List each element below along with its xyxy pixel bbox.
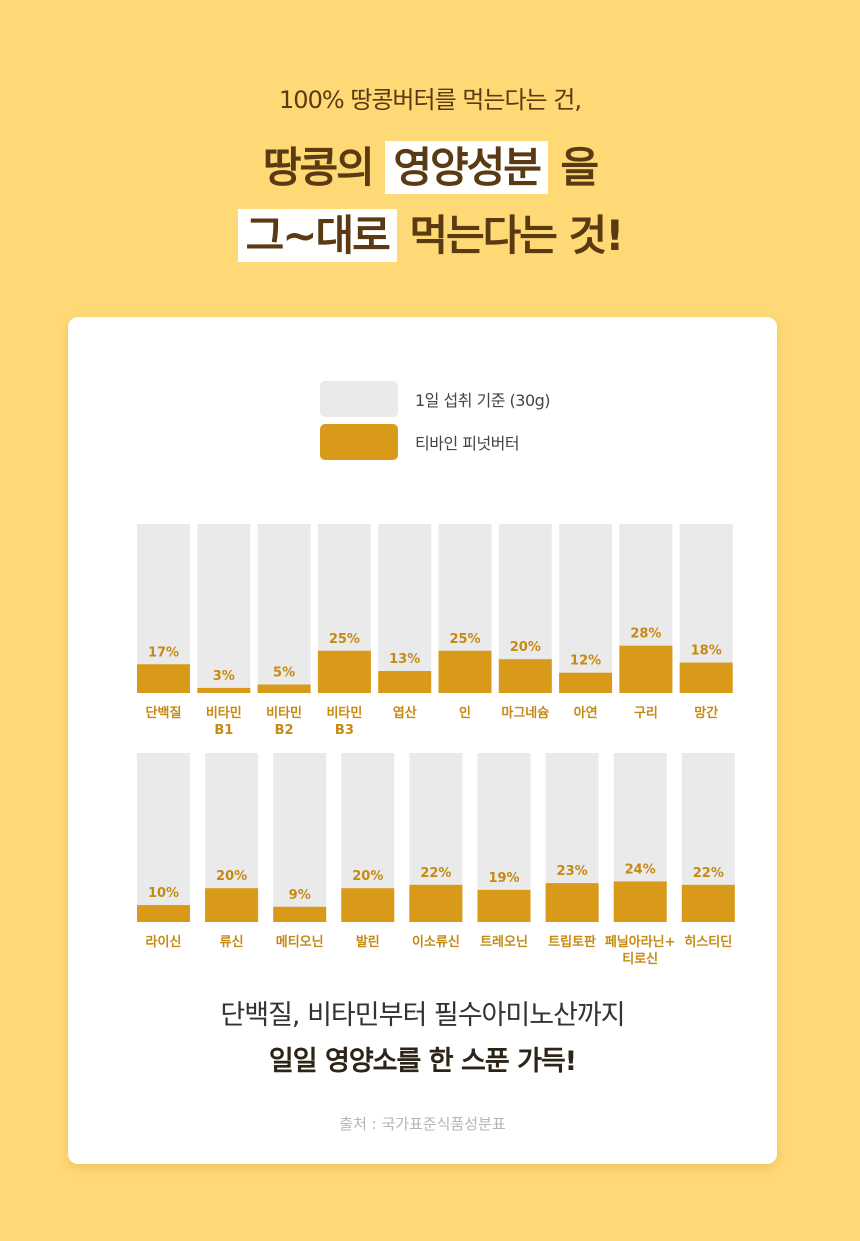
category-label: B2 <box>275 723 294 738</box>
data-label: 20% <box>352 869 383 884</box>
product-value-bar <box>273 906 327 922</box>
product-value-bar <box>378 671 432 693</box>
category-label: 인 <box>459 705 471 721</box>
category-label: 트립토판 <box>548 934 596 950</box>
data-label: 20% <box>510 640 541 655</box>
data-label: 12% <box>570 654 601 669</box>
data-label: 5% <box>273 666 295 681</box>
data-label: 22% <box>693 866 724 881</box>
product-value-bar <box>545 883 599 922</box>
headline-line-1-pre: 땅콩의 <box>262 143 375 192</box>
data-label: 23% <box>557 864 588 879</box>
data-label: 17% <box>148 645 179 660</box>
headline-line-2: 그~대로 먹는다는 것! <box>0 202 860 263</box>
category-label: 비타민 <box>206 705 242 721</box>
category-label: 단백질 <box>146 705 182 721</box>
data-label: 9% <box>289 888 311 903</box>
daily-value-bar <box>559 524 613 693</box>
category-label: 마그네슘 <box>501 705 549 721</box>
data-label: 19% <box>488 871 519 886</box>
category-label: 히스티딘 <box>684 934 732 950</box>
product-value-bar <box>498 659 552 693</box>
headline-highlight-as-is: 그~대로 <box>237 209 397 262</box>
legend-item-daily: 1일 섭취 기준 (30g) <box>320 381 551 417</box>
caption-line-2: 일일 영양소를 한 스푼 가득! <box>268 1046 577 1077</box>
data-label: 25% <box>449 632 480 647</box>
data-label: 10% <box>148 886 179 901</box>
category-label: 망간 <box>694 705 718 721</box>
intro-text: 100% 땅콩버터를 먹는다는 건, <box>279 86 582 114</box>
product-value-bar <box>438 650 492 693</box>
source-note: 출처 : 국가표준식품성분표 <box>339 1115 506 1133</box>
product-value-bar <box>205 888 259 922</box>
category-label: 트레오닌 <box>480 935 528 950</box>
data-label: 22% <box>420 866 451 881</box>
product-value-bar <box>613 881 667 922</box>
product-value-bar <box>257 684 311 693</box>
nutrient-bar-chart: 17% 단백질 3% 비타민 B1 5% 비타민 B2 25% 비타민 B3 13% 엽산 25% 인 20%… <box>137 524 735 967</box>
product-value-bar <box>197 687 251 693</box>
category-label: 비타민 <box>266 705 302 721</box>
caption-line-1: 단백질, 비타민부터 필수아미노산까지 <box>220 1000 625 1031</box>
legend-item-product: 티바인 피넛버터 <box>320 424 520 460</box>
category-label: 라이신 <box>146 934 182 950</box>
data-label: 24% <box>625 862 656 877</box>
category-label: 엽산 <box>393 705 417 721</box>
product-value-bar <box>137 905 190 922</box>
product-value-bar <box>137 664 190 693</box>
product-value-bar <box>559 672 613 693</box>
nutrition-card: 1일 섭취 기준 (30g) 티바인 피넛버터 17% 단백질 3% 비타민 B1 5% 비… <box>68 317 777 1164</box>
product-value-bar <box>409 884 463 922</box>
data-label: 25% <box>329 632 360 647</box>
legend-label-product: 티바인 피넛버터 <box>415 434 520 453</box>
data-label: 20% <box>216 869 247 884</box>
legend-swatch-daily <box>320 381 398 417</box>
product-value-bar <box>341 888 395 922</box>
product-value-bar <box>477 889 531 922</box>
category-label: 페닐아라닌+ <box>605 934 676 950</box>
legend-label-daily: 1일 섭취 기준 (30g) <box>415 391 551 410</box>
headline-line-1: 땅콩의 영양성분 을 <box>0 134 860 195</box>
daily-value-bar <box>273 753 327 922</box>
headline-highlight-nutrients: 영양성분 <box>385 141 548 194</box>
category-label: 메티오닌 <box>276 934 324 950</box>
category-label: 발린 <box>356 934 380 950</box>
daily-value-bar <box>137 753 190 922</box>
data-label: 18% <box>691 644 722 659</box>
product-value-bar <box>619 645 673 693</box>
data-label: 13% <box>389 652 420 667</box>
product-value-bar <box>681 884 735 922</box>
category-label: 티로신 <box>622 951 658 967</box>
legend-swatch-product <box>320 424 398 460</box>
data-label: 28% <box>630 627 661 642</box>
product-value-bar <box>317 650 371 693</box>
headline-line-2-post: 먹는다는 것! <box>409 211 624 260</box>
category-label: B3 <box>335 723 354 738</box>
data-label: 3% <box>213 669 235 684</box>
product-value-bar <box>679 662 733 693</box>
category-label: 류신 <box>220 935 244 950</box>
category-label: 이소류신 <box>412 934 460 950</box>
daily-value-bar <box>378 524 432 693</box>
daily-value-bar <box>197 524 251 693</box>
daily-value-bar <box>257 524 311 693</box>
category-label: 아연 <box>574 705 598 721</box>
category-label: B1 <box>214 723 233 738</box>
headline-line-1-post: 을 <box>560 143 600 192</box>
category-label: 구리 <box>634 705 658 721</box>
category-label: 비타민 <box>326 705 362 721</box>
